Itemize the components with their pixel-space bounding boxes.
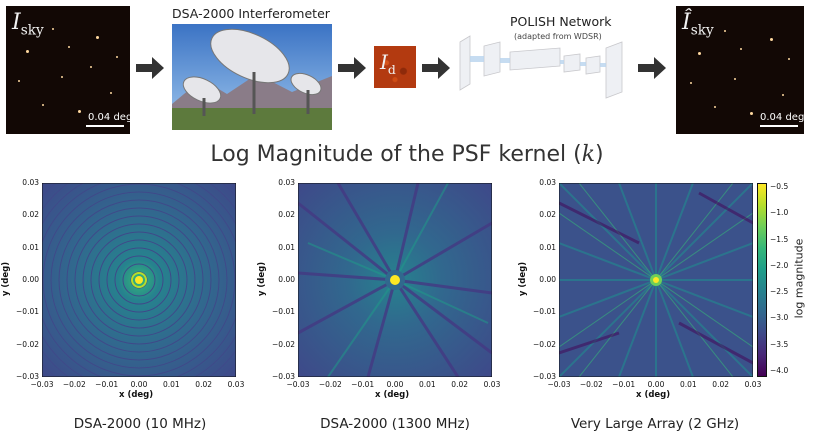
- y-tick-label: −0.01: [272, 307, 295, 317]
- y-tick-label: 0.01: [22, 242, 39, 252]
- network-diagram: [459, 35, 623, 99]
- scale-label-right: 0.04 deg: [760, 112, 805, 123]
- reconstructed-sky-image: [676, 6, 804, 134]
- x-tick-label: 0.01: [679, 380, 697, 389]
- scale-label-left: 0.04 deg: [88, 112, 133, 123]
- y-tick-label: 0.01: [539, 242, 556, 252]
- dirty-image: [374, 46, 416, 88]
- y-axis-label: y (deg): [1, 261, 11, 297]
- colorbar: [757, 183, 767, 377]
- colorbar-label: log magnitude: [792, 238, 806, 319]
- caption-vla-2ghz: Very Large Array (2 GHz): [570, 416, 740, 432]
- y-axis-label: y (deg): [518, 261, 528, 297]
- x-tick-label: −0.01: [612, 380, 636, 389]
- true-sky-image: [6, 6, 130, 134]
- x-tick-label: −0.03: [547, 380, 571, 389]
- y-tick-label: 0.03: [278, 178, 295, 187]
- colorbar-ticks: −0.5 −1.0 −1.5 −2.0 −2.5 −3.0 −3.5 −4.0: [770, 182, 800, 377]
- y-tick-label: 0.00: [278, 275, 295, 284]
- x-tick-label: −0.03: [286, 380, 310, 389]
- y-axis-label: y (deg): [257, 261, 267, 297]
- section-title: Log Magnitude of the PSF kernel (k): [210, 142, 604, 167]
- y-tick-label: 0.01: [278, 242, 295, 252]
- x-tick-label: 0.03: [744, 380, 762, 389]
- y-tick-label: 0.03: [22, 178, 39, 187]
- scale-bar-left: [86, 125, 124, 127]
- x-tick-label: 0.00: [130, 380, 148, 389]
- reconstructed-sky-label: Îsky: [682, 10, 714, 39]
- x-tick-label: 0.03: [227, 380, 245, 389]
- y-tick-label: −0.03: [533, 372, 556, 381]
- y-tick-label: 0.00: [539, 275, 556, 284]
- psf-plot-dsa-1300mhz: [298, 183, 492, 377]
- y-tick-label: 0.03: [539, 178, 556, 187]
- colorbar-tick-label: −4.0: [770, 366, 789, 375]
- caption-dsa-10mhz: DSA-2000 (10 MHz): [73, 416, 207, 432]
- x-tick-label: 0.02: [712, 380, 729, 389]
- x-tick-label: −0.01: [351, 380, 375, 389]
- x-axis-label: x (deg): [375, 390, 410, 400]
- x-tick-label: −0.02: [318, 380, 342, 389]
- colorbar-tick-label: −0.5: [770, 182, 789, 191]
- x-tick-label: 0.02: [451, 380, 468, 389]
- colorbar-tick-label: −1.5: [770, 234, 789, 244]
- arrow-right-icon: [136, 57, 164, 79]
- x-tick-label: 0.01: [418, 380, 436, 389]
- y-tick-label: −0.03: [272, 372, 295, 381]
- x-tick-label: 0.00: [386, 380, 404, 389]
- x-tick-label: −0.01: [95, 380, 119, 389]
- arrow-right-icon: [338, 57, 366, 79]
- colorbar-tick-label: −1.0: [770, 208, 789, 218]
- y-tick-label: 0.02: [22, 210, 39, 220]
- arrow-right-icon: [638, 57, 666, 79]
- interferometer-image: [172, 24, 332, 130]
- y-tick-label: −0.02: [16, 339, 39, 349]
- x-tick-label: 0.02: [195, 380, 212, 389]
- caption-dsa-1300mhz: DSA-2000 (1300 MHz): [320, 416, 470, 432]
- x-tick-label: 0.01: [162, 380, 180, 389]
- interferometer-title: DSA-2000 Interferometer: [172, 6, 330, 21]
- x-tick-label: 0.03: [483, 380, 501, 389]
- network-subtitle: (adapted from WDSR): [514, 32, 602, 41]
- y-tick-label: −0.01: [16, 307, 39, 317]
- psf-plot-dsa-10mhz: [42, 183, 236, 377]
- y-tick-label: 0.02: [278, 210, 295, 220]
- y-tick-label: 0.00: [22, 275, 39, 284]
- x-tick-label: −0.02: [579, 380, 603, 389]
- colorbar-tick-label: −3.0: [770, 313, 789, 323]
- y-tick-label: 0.02: [539, 210, 556, 220]
- network-title: POLISH Network: [510, 14, 612, 29]
- y-tick-label: −0.02: [533, 339, 556, 349]
- arrow-right-icon: [422, 57, 450, 79]
- colorbar-tick-label: −2.0: [770, 260, 789, 270]
- y-tick-label: −0.01: [533, 307, 556, 317]
- x-tick-label: −0.02: [62, 380, 86, 389]
- psf-plot-vla-2ghz: [559, 183, 753, 377]
- x-axis-label: x (deg): [636, 390, 671, 400]
- scale-bar-right: [760, 125, 798, 127]
- true-sky-label: Isky: [12, 10, 44, 39]
- y-tick-label: −0.03: [16, 372, 39, 381]
- x-tick-label: 0.00: [647, 380, 665, 389]
- dirty-image-label: Id: [380, 50, 396, 77]
- y-tick-label: −0.02: [272, 339, 295, 349]
- x-tick-label: −0.03: [30, 380, 54, 389]
- colorbar-tick-label: −2.5: [770, 287, 789, 297]
- x-axis-label: x (deg): [119, 390, 154, 400]
- colorbar-tick-label: −3.5: [770, 339, 789, 349]
